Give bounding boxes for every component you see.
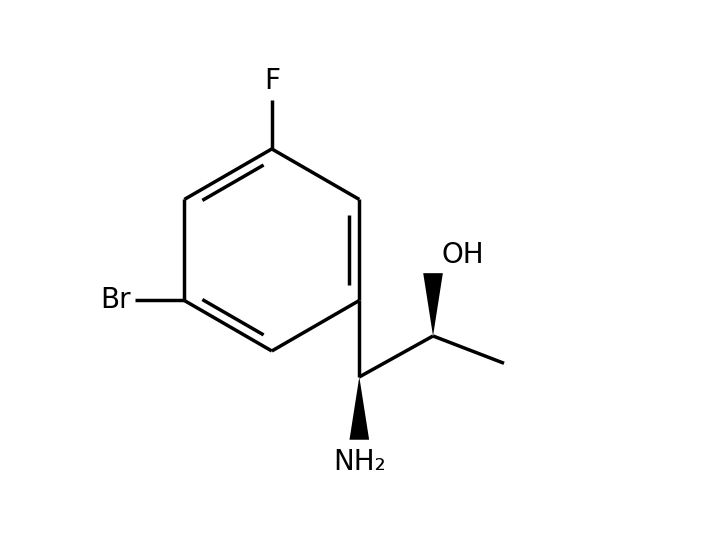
- Text: OH: OH: [442, 241, 484, 269]
- Text: NH₂: NH₂: [333, 448, 385, 476]
- Text: Br: Br: [100, 287, 131, 315]
- Polygon shape: [350, 377, 369, 440]
- Polygon shape: [423, 273, 443, 336]
- Text: F: F: [264, 67, 280, 95]
